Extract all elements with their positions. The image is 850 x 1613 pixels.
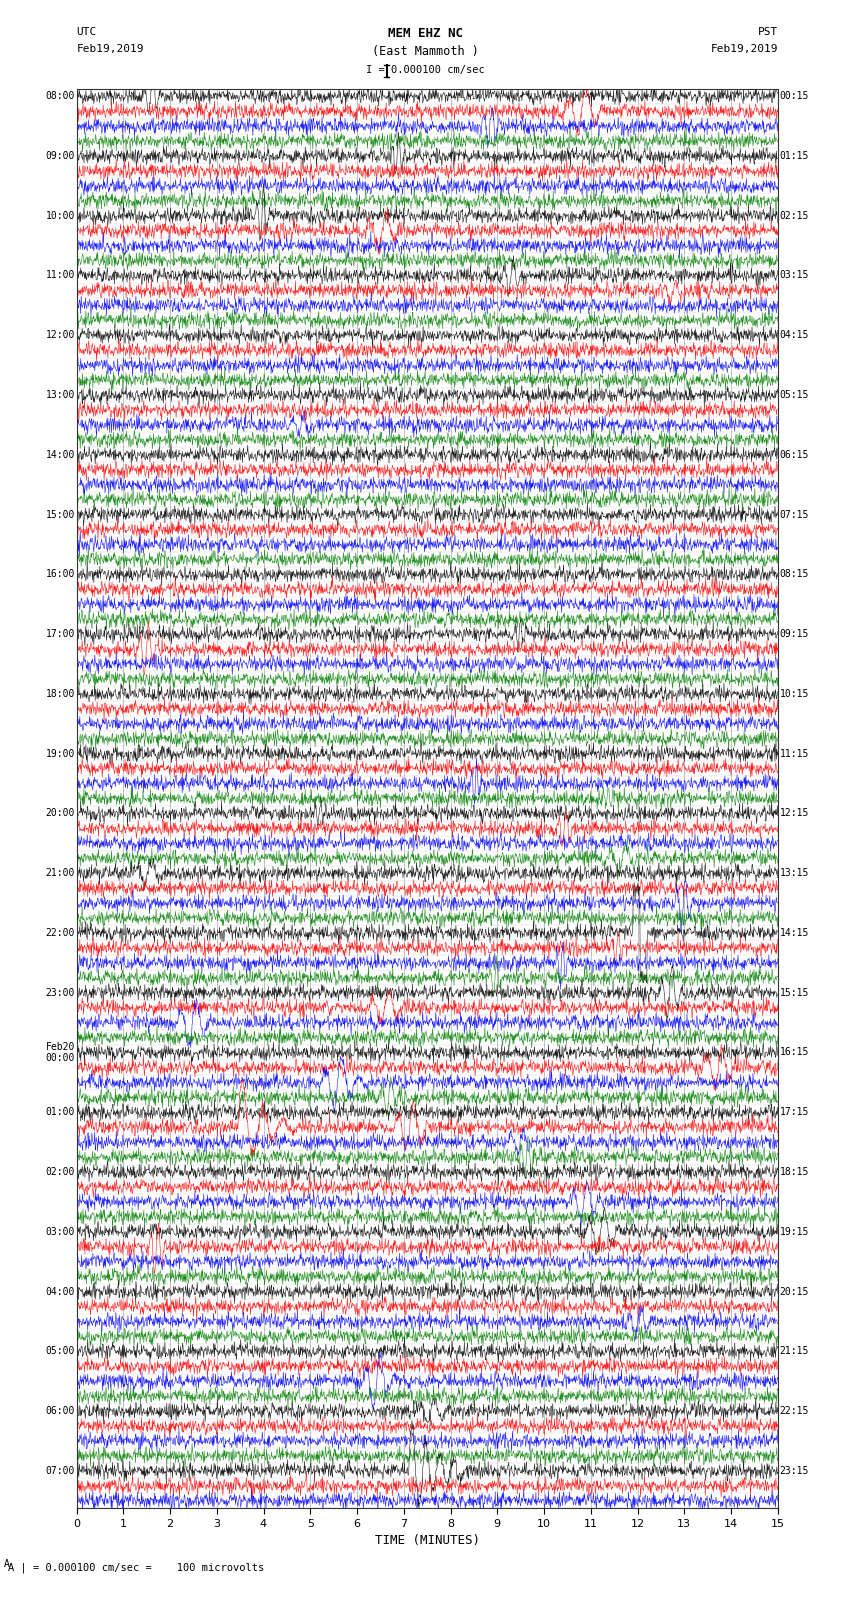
- Text: 06:15: 06:15: [779, 450, 809, 460]
- Text: A | = 0.000100 cm/sec =    100 microvolts: A | = 0.000100 cm/sec = 100 microvolts: [8, 1561, 264, 1573]
- Text: UTC: UTC: [76, 27, 97, 37]
- Text: 18:15: 18:15: [779, 1166, 809, 1177]
- Text: PST: PST: [757, 27, 778, 37]
- Text: 20:00: 20:00: [45, 808, 75, 818]
- Text: (East Mammoth ): (East Mammoth ): [371, 45, 479, 58]
- Text: 17:15: 17:15: [779, 1107, 809, 1118]
- Text: I = 0.000100 cm/sec: I = 0.000100 cm/sec: [366, 65, 484, 74]
- Text: 02:00: 02:00: [45, 1166, 75, 1177]
- Text: MEM EHZ NC: MEM EHZ NC: [388, 27, 462, 40]
- Text: 19:00: 19:00: [45, 748, 75, 758]
- Text: 17:00: 17:00: [45, 629, 75, 639]
- Text: 10:00: 10:00: [45, 211, 75, 221]
- Text: 04:15: 04:15: [779, 331, 809, 340]
- Text: 01:15: 01:15: [779, 152, 809, 161]
- Text: 09:00: 09:00: [45, 152, 75, 161]
- Text: 05:15: 05:15: [779, 390, 809, 400]
- Text: 12:15: 12:15: [779, 808, 809, 818]
- Text: 15:00: 15:00: [45, 510, 75, 519]
- Text: 07:00: 07:00: [45, 1466, 75, 1476]
- Text: 12:00: 12:00: [45, 331, 75, 340]
- Text: Feb20
00:00: Feb20 00:00: [45, 1042, 75, 1063]
- X-axis label: TIME (MINUTES): TIME (MINUTES): [375, 1534, 479, 1547]
- Text: 20:15: 20:15: [779, 1287, 809, 1297]
- Text: 18:00: 18:00: [45, 689, 75, 698]
- Text: Feb19,2019: Feb19,2019: [76, 44, 144, 53]
- Text: 16:00: 16:00: [45, 569, 75, 579]
- Text: 23:15: 23:15: [779, 1466, 809, 1476]
- Text: 00:15: 00:15: [779, 92, 809, 102]
- Text: 05:00: 05:00: [45, 1347, 75, 1357]
- Text: 13:15: 13:15: [779, 868, 809, 877]
- Text: 04:00: 04:00: [45, 1287, 75, 1297]
- Text: 13:00: 13:00: [45, 390, 75, 400]
- Text: A: A: [4, 1560, 10, 1569]
- Text: 21:15: 21:15: [779, 1347, 809, 1357]
- Text: 16:15: 16:15: [779, 1047, 809, 1058]
- Text: 03:00: 03:00: [45, 1227, 75, 1237]
- Text: 01:00: 01:00: [45, 1107, 75, 1118]
- Text: 06:00: 06:00: [45, 1407, 75, 1416]
- Text: 19:15: 19:15: [779, 1227, 809, 1237]
- Text: 09:15: 09:15: [779, 629, 809, 639]
- Text: 22:15: 22:15: [779, 1407, 809, 1416]
- Text: 10:15: 10:15: [779, 689, 809, 698]
- Text: 07:15: 07:15: [779, 510, 809, 519]
- Text: 14:00: 14:00: [45, 450, 75, 460]
- Text: Feb19,2019: Feb19,2019: [711, 44, 778, 53]
- Text: 21:00: 21:00: [45, 868, 75, 877]
- Text: 11:00: 11:00: [45, 271, 75, 281]
- Text: 22:00: 22:00: [45, 927, 75, 937]
- Text: 11:15: 11:15: [779, 748, 809, 758]
- Text: 14:15: 14:15: [779, 927, 809, 937]
- Text: 15:15: 15:15: [779, 987, 809, 998]
- Text: 23:00: 23:00: [45, 987, 75, 998]
- Text: 02:15: 02:15: [779, 211, 809, 221]
- Text: 08:00: 08:00: [45, 92, 75, 102]
- Text: 03:15: 03:15: [779, 271, 809, 281]
- Text: 08:15: 08:15: [779, 569, 809, 579]
